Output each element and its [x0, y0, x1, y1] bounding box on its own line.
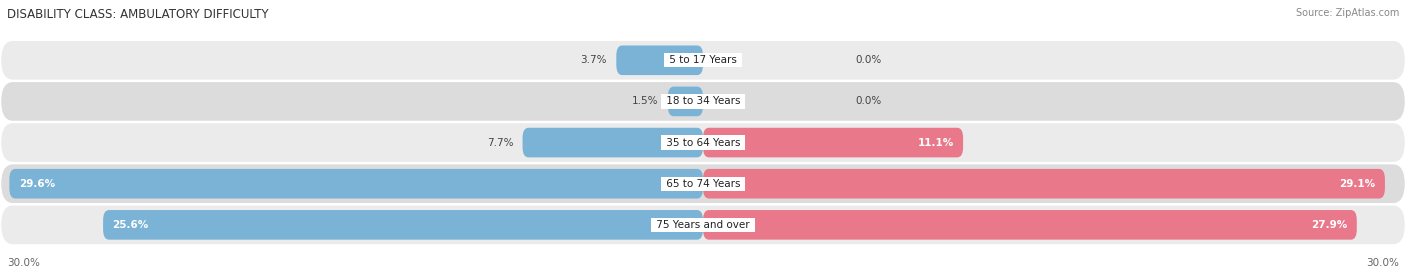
Text: 1.5%: 1.5%	[631, 96, 658, 107]
Text: 65 to 74 Years: 65 to 74 Years	[662, 179, 744, 189]
Text: 29.6%: 29.6%	[18, 179, 55, 189]
FancyBboxPatch shape	[703, 169, 1385, 199]
Text: 18 to 34 Years: 18 to 34 Years	[662, 96, 744, 107]
Text: 7.7%: 7.7%	[486, 137, 513, 148]
FancyBboxPatch shape	[103, 210, 703, 240]
Text: 3.7%: 3.7%	[581, 55, 607, 65]
Text: 5 to 17 Years: 5 to 17 Years	[666, 55, 740, 65]
Text: 0.0%: 0.0%	[855, 96, 882, 107]
FancyBboxPatch shape	[1, 41, 1405, 80]
Text: 29.1%: 29.1%	[1340, 179, 1375, 189]
Text: 75 Years and over: 75 Years and over	[652, 220, 754, 230]
Text: 25.6%: 25.6%	[112, 220, 149, 230]
Text: 11.1%: 11.1%	[918, 137, 953, 148]
FancyBboxPatch shape	[1, 82, 1405, 121]
Text: 35 to 64 Years: 35 to 64 Years	[662, 137, 744, 148]
Text: Source: ZipAtlas.com: Source: ZipAtlas.com	[1295, 8, 1399, 18]
FancyBboxPatch shape	[616, 45, 703, 75]
FancyBboxPatch shape	[1, 123, 1405, 162]
FancyBboxPatch shape	[703, 210, 1357, 240]
FancyBboxPatch shape	[1, 164, 1405, 203]
FancyBboxPatch shape	[703, 128, 963, 157]
Text: 30.0%: 30.0%	[7, 258, 39, 268]
FancyBboxPatch shape	[10, 169, 703, 199]
Text: 0.0%: 0.0%	[855, 55, 882, 65]
FancyBboxPatch shape	[523, 128, 703, 157]
Text: 27.9%: 27.9%	[1312, 220, 1347, 230]
FancyBboxPatch shape	[1, 206, 1405, 244]
Text: DISABILITY CLASS: AMBULATORY DIFFICULTY: DISABILITY CLASS: AMBULATORY DIFFICULTY	[7, 8, 269, 21]
Text: 30.0%: 30.0%	[1367, 258, 1399, 268]
FancyBboxPatch shape	[668, 87, 703, 116]
